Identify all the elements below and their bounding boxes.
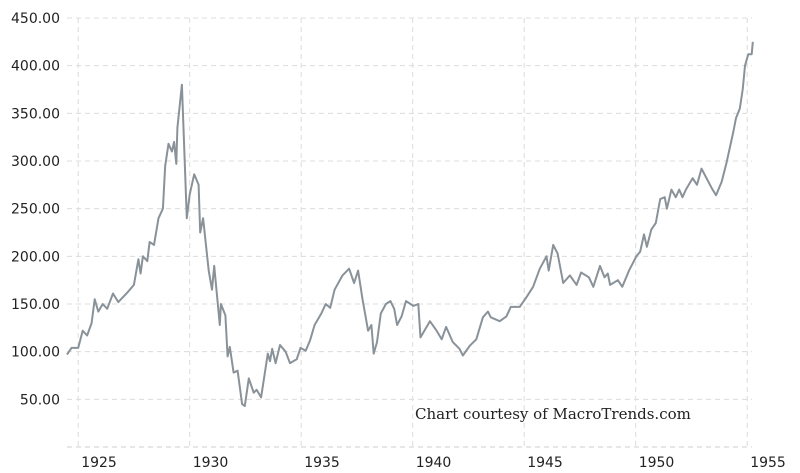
chart-credit: Chart courtesy of MacroTrends.com — [415, 405, 691, 423]
y-tick-label: 350.00 — [11, 106, 60, 122]
y-tick-label: 50.00 — [20, 392, 60, 408]
y-tick-label: 200.00 — [11, 249, 60, 265]
y-tick-label: 300.00 — [11, 154, 60, 170]
x-tick-label: 1950 — [639, 455, 675, 471]
x-tick-label: 1935 — [304, 455, 340, 471]
y-tick-label: 250.00 — [11, 202, 60, 218]
y-axis: 50.00 100.00 150.00 200.00 250.00 300.00 350.0… — [11, 11, 60, 408]
y-tick-label: 450.00 — [11, 11, 60, 27]
x-tick-label: 1945 — [527, 455, 563, 471]
x-tick-label: 1930 — [193, 455, 229, 471]
x-tick-label: 1940 — [416, 455, 452, 471]
series-line — [66, 41, 754, 407]
x-tick-label: 1955 — [750, 455, 786, 471]
y-tick-label: 100.00 — [11, 345, 60, 361]
y-tick-label: 400.00 — [11, 59, 60, 75]
x-axis: 1925 1930 1935 1940 1945 1950 1955 — [81, 455, 786, 471]
x-tick-label: 1925 — [81, 455, 117, 471]
y-tick-label: 150.00 — [11, 297, 60, 313]
grid — [67, 17, 752, 448]
